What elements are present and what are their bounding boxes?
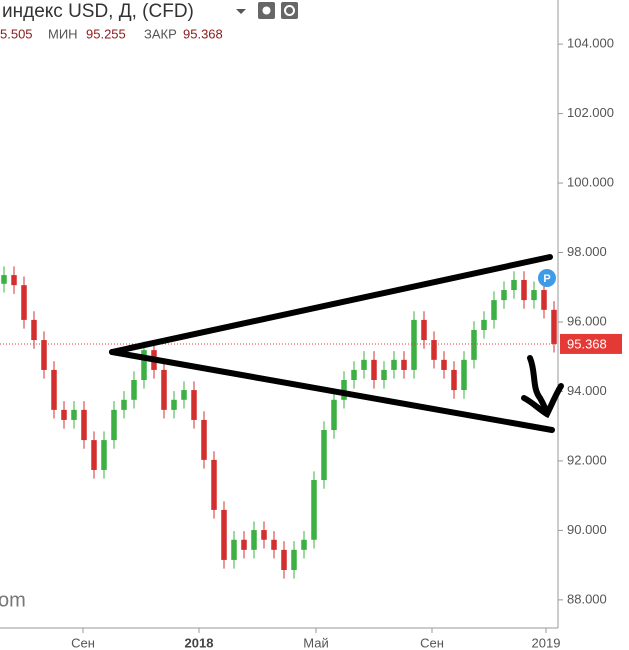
last-price-box bbox=[560, 333, 622, 354]
candle-body bbox=[421, 319, 427, 341]
candle-body bbox=[531, 290, 537, 301]
candle-body bbox=[181, 390, 187, 400]
y-tick-label: 100.000 bbox=[567, 174, 614, 189]
x-tick-label: 2019 bbox=[532, 635, 561, 650]
candle-body bbox=[111, 409, 117, 441]
candle-body bbox=[521, 279, 527, 301]
candle-body bbox=[371, 359, 377, 380]
low-value: 95.255 bbox=[86, 26, 126, 41]
chart-title: индекс USD, Д, (CFD) bbox=[2, 1, 194, 22]
candle-body bbox=[251, 530, 257, 550]
lower-trend-line bbox=[109, 349, 555, 433]
candle-body bbox=[11, 275, 17, 286]
candle-body bbox=[281, 549, 287, 570]
candle-body bbox=[441, 359, 447, 370]
candle-body bbox=[61, 409, 67, 420]
candle-body bbox=[291, 549, 297, 570]
candle-body bbox=[271, 539, 277, 550]
candle-body bbox=[311, 480, 317, 540]
candle-body bbox=[381, 369, 387, 380]
arrow-head bbox=[521, 383, 564, 419]
candle-body bbox=[401, 359, 407, 370]
candle-body bbox=[201, 419, 207, 460]
candle-body bbox=[221, 509, 227, 560]
low-label: МИН bbox=[48, 26, 78, 41]
candle-body bbox=[211, 459, 217, 510]
candle-body bbox=[31, 319, 37, 341]
candle-body bbox=[41, 340, 47, 370]
candle-body bbox=[1, 275, 7, 284]
candle-body bbox=[101, 440, 107, 470]
y-tick-label: 92.000 bbox=[567, 452, 607, 467]
upper-trend-line bbox=[109, 254, 553, 355]
candle-body bbox=[501, 290, 507, 301]
candle-body bbox=[301, 539, 307, 550]
close-label: ЗАКР bbox=[144, 26, 177, 41]
candle-body bbox=[121, 399, 127, 410]
candle-body bbox=[231, 539, 237, 560]
drawn-annotations bbox=[109, 254, 564, 433]
y-tick-label: 90.000 bbox=[567, 522, 607, 537]
x-tick-label: Май bbox=[303, 635, 328, 650]
candle-body bbox=[391, 359, 397, 370]
candle-body bbox=[451, 369, 457, 391]
candle-body bbox=[481, 319, 487, 330]
x-tick-label: Сен bbox=[420, 635, 444, 650]
settings-button[interactable] bbox=[281, 2, 298, 19]
last-price-label: 95.368 bbox=[567, 336, 607, 351]
gear-icon bbox=[284, 5, 295, 16]
candle-body bbox=[361, 359, 367, 370]
candle-body bbox=[511, 279, 517, 291]
candle-body bbox=[21, 285, 27, 320]
candle-body bbox=[331, 399, 337, 431]
candle-body bbox=[491, 300, 497, 320]
y-tick-label: 96.000 bbox=[567, 313, 607, 328]
candle-body bbox=[411, 319, 417, 370]
dropdown-icon[interactable] bbox=[236, 9, 246, 14]
candle-body bbox=[51, 369, 57, 410]
y-tick-label: 98.000 bbox=[567, 244, 607, 259]
candle-body bbox=[141, 350, 147, 380]
candle-body bbox=[431, 340, 437, 360]
watermark: om bbox=[0, 589, 26, 611]
close-value: 95.368 bbox=[183, 26, 223, 41]
candle-body bbox=[91, 440, 97, 470]
candle-body bbox=[131, 379, 137, 400]
y-tick-label: 102.000 bbox=[567, 105, 614, 120]
candle-body bbox=[341, 379, 347, 400]
candle-body bbox=[471, 329, 477, 360]
plot-area bbox=[0, 266, 558, 579]
candle-body bbox=[191, 390, 197, 420]
candle-body bbox=[541, 290, 547, 310]
candle-body bbox=[81, 409, 87, 441]
y-tick-label: 94.000 bbox=[567, 383, 607, 398]
candle-body bbox=[351, 369, 357, 380]
candle-body bbox=[261, 530, 267, 540]
candle-body bbox=[71, 409, 77, 420]
candle-body bbox=[321, 430, 327, 481]
y-tick-label: 104.000 bbox=[567, 36, 614, 51]
badge[interactable] bbox=[538, 269, 556, 287]
candle-body bbox=[171, 399, 177, 410]
y-tick-label: 88.000 bbox=[567, 591, 607, 606]
candle-body bbox=[241, 539, 247, 550]
open-value: 5.505 bbox=[0, 26, 33, 41]
candle-body bbox=[551, 309, 557, 344]
candle-body bbox=[461, 359, 467, 391]
candle-body bbox=[161, 369, 167, 410]
x-tick-label: Сен bbox=[71, 635, 95, 650]
x-tick-label: 2018 bbox=[185, 635, 214, 650]
badge-label: P bbox=[543, 273, 550, 285]
eye-icon bbox=[262, 6, 271, 15]
